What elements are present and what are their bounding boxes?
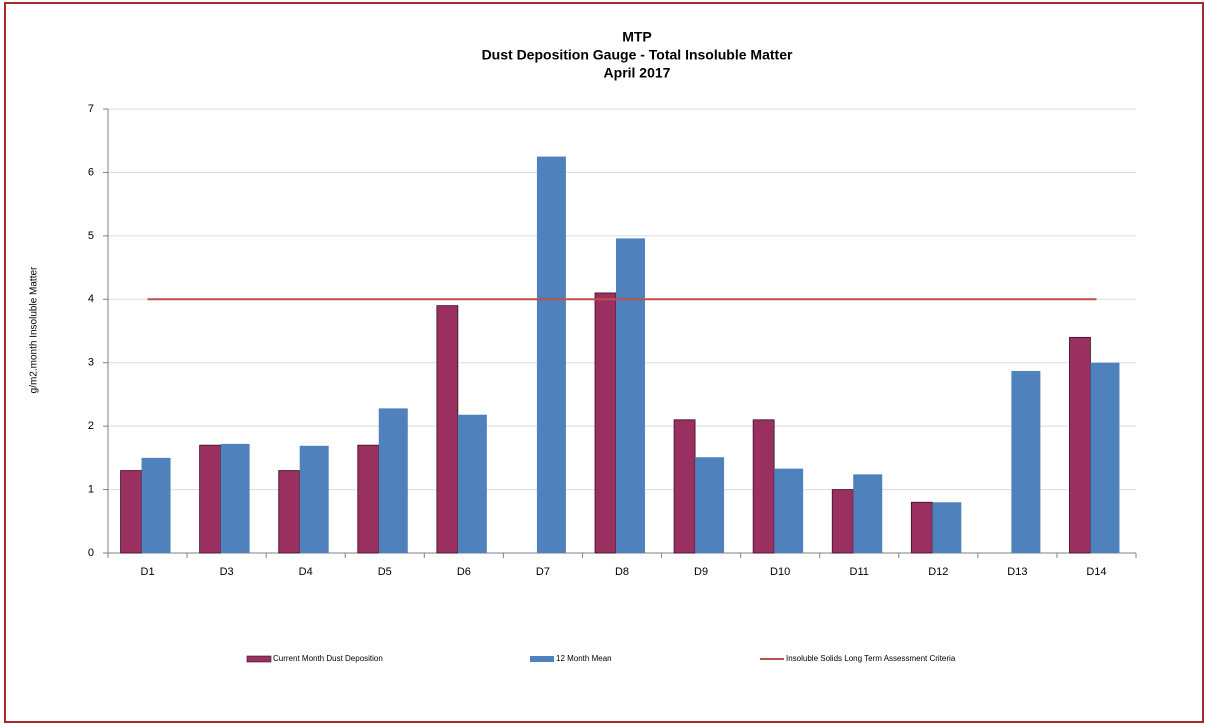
bar: [1090, 362, 1120, 553]
bar: [695, 457, 725, 553]
x-tick-label: D4: [299, 566, 313, 578]
bar: [932, 502, 962, 553]
bar: [752, 419, 775, 554]
chart-title: April 2017: [604, 65, 671, 81]
bar: [120, 470, 142, 554]
y-tick-label: 4: [88, 293, 94, 305]
bar: [220, 443, 250, 553]
bar: [774, 468, 804, 553]
bar: [831, 489, 854, 554]
bar: [616, 238, 645, 553]
x-tick-label: D12: [928, 566, 948, 578]
chart-title: Dust Deposition Gauge - Total Insoluble …: [482, 47, 793, 63]
bar: [910, 501, 933, 554]
bar: [378, 408, 408, 553]
y-tick-label: 1: [88, 483, 94, 495]
chart-title: MTP: [622, 29, 652, 45]
x-tick-label: D8: [615, 566, 629, 578]
bar: [357, 444, 380, 554]
legend-swatch: [530, 656, 554, 662]
legend-label: Current Month Dust Deposition: [273, 654, 383, 663]
bar: [536, 156, 566, 554]
bar: [299, 445, 329, 553]
legend-label: 12 Month Mean: [556, 654, 612, 663]
bar: [457, 414, 487, 553]
y-tick-label: 5: [88, 230, 94, 242]
bar: [1069, 336, 1091, 554]
x-tick-label: D6: [457, 566, 471, 578]
x-tick-label: D5: [378, 566, 392, 578]
x-tick-label: D9: [694, 566, 708, 578]
x-tick-label: D3: [220, 566, 234, 578]
legend-label: Insoluble Solids Long Term Assessment Cr…: [786, 654, 956, 663]
bar: [1011, 370, 1041, 553]
bar: [436, 305, 459, 554]
x-tick-label: D14: [1086, 566, 1106, 578]
y-tick-label: 7: [88, 103, 94, 115]
y-tick-label: 0: [88, 547, 94, 559]
y-tick-label: 3: [88, 357, 94, 369]
y-tick-label: 6: [88, 166, 94, 178]
bar: [141, 457, 171, 553]
x-tick-label: D1: [141, 566, 155, 578]
legend-swatch: [246, 655, 272, 663]
bar: [199, 444, 222, 554]
x-tick-label: D11: [850, 566, 869, 578]
y-tick-label: 2: [88, 420, 94, 432]
x-tick-label: D10: [770, 566, 790, 578]
y-axis-label: g/m2.month Insoluble Matter: [29, 266, 40, 393]
bar: [278, 470, 301, 554]
bar: [853, 474, 883, 553]
x-tick-label: D7: [536, 566, 550, 578]
x-tick-label: D13: [1007, 566, 1027, 578]
bar: [594, 292, 617, 554]
bar: [673, 419, 696, 554]
